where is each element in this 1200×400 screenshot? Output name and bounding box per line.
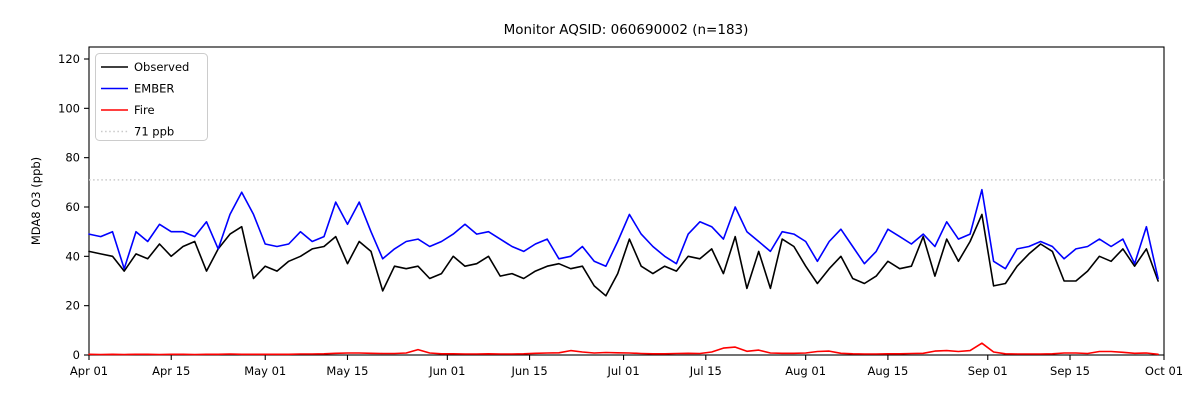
x-tick-label: Apr 15 bbox=[152, 364, 190, 378]
legend-box bbox=[95, 53, 208, 141]
x-tick-label: Jul 15 bbox=[689, 364, 722, 378]
legend-label-ember: EMBER bbox=[134, 82, 174, 96]
x-tick-label: May 01 bbox=[244, 364, 286, 378]
x-tick-label: Aug 01 bbox=[785, 364, 826, 378]
y-tick-label: 100 bbox=[58, 101, 80, 115]
fire-line bbox=[88, 342, 1159, 356]
x-tick-label: Oct 01 bbox=[1145, 364, 1183, 378]
legend: Observed EMBER Fire 71 ppb bbox=[95, 53, 208, 141]
x-axis-ticks: Apr 01 Apr 15 May 01 May 15 Jun 01 Jun 15 Jul … bbox=[70, 355, 1183, 378]
y-tick-label: 120 bbox=[58, 52, 80, 66]
x-tick-label: Apr 01 bbox=[70, 364, 108, 378]
y-axis-label: MDA8 O3 (ppb) bbox=[29, 157, 43, 245]
y-tick-label: 40 bbox=[65, 249, 80, 263]
x-tick-label: Jun 15 bbox=[510, 364, 547, 378]
y-tick-label: 80 bbox=[65, 151, 80, 165]
legend-label-threshold: 71 ppb bbox=[134, 125, 174, 139]
chart-title: Monitor AQSID: 060690002 (n=183) bbox=[504, 22, 749, 38]
x-tick-label: Sep 15 bbox=[1050, 364, 1090, 378]
ember-line bbox=[88, 188, 1159, 280]
x-tick-label: Aug 15 bbox=[868, 364, 909, 378]
legend-label-observed: Observed bbox=[134, 60, 189, 74]
plot-frame bbox=[88, 46, 1165, 356]
x-tick-label: May 15 bbox=[326, 364, 368, 378]
y-tick-label: 60 bbox=[65, 200, 80, 214]
x-tick-label: Sep 01 bbox=[968, 364, 1008, 378]
y-axis-ticks: 0 20 40 60 80 100 120 bbox=[58, 52, 89, 362]
y-tick-label: 0 bbox=[73, 348, 80, 362]
legend-label-fire: Fire bbox=[134, 103, 155, 117]
y-tick-label: 20 bbox=[65, 299, 80, 313]
x-tick-label: Jul 01 bbox=[606, 364, 639, 378]
observed-line bbox=[88, 213, 1159, 297]
x-tick-label: Jun 01 bbox=[428, 364, 465, 378]
